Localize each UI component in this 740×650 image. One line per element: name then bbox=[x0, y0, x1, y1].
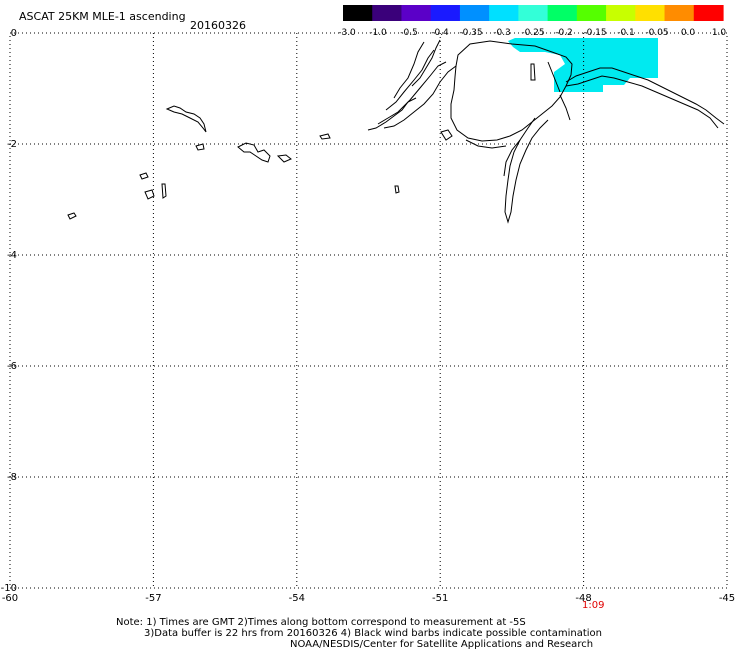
coastline-segment bbox=[565, 75, 719, 129]
note-line-1: Note: 1) Times are GMT 2)Times along bot… bbox=[116, 617, 526, 628]
colorbar-segment bbox=[401, 5, 432, 21]
product-title: ASCAT 25KM MLE-1 ascending bbox=[19, 10, 186, 23]
time-label: 1:09 bbox=[582, 600, 605, 611]
longitude-tick-label: -45 bbox=[719, 593, 735, 604]
coastline-segment bbox=[377, 61, 447, 125]
coastline bbox=[67, 39, 725, 224]
coastline-segment bbox=[411, 39, 441, 87]
graticule-grid bbox=[10, 32, 727, 588]
colorbar-tick-label: -0.25 bbox=[521, 28, 544, 38]
latitude-tick-label: -4 bbox=[7, 250, 17, 261]
colorbar-tick-label: -0.5 bbox=[400, 28, 418, 38]
coastline-segment bbox=[393, 41, 425, 99]
plot-frame bbox=[9, 32, 728, 589]
island bbox=[139, 172, 149, 180]
longitude-tick-label: -60 bbox=[2, 593, 18, 604]
colorbar: -3.0 -1.0 -0.5 -0.4 -0.35 -0.3 -0.25 -0.2 -0.15-… bbox=[338, 5, 726, 38]
colorbar-segment bbox=[606, 5, 636, 21]
product-date: 20160326 bbox=[190, 19, 246, 32]
colorbar-segment bbox=[635, 5, 666, 21]
colorbar-tick-label: -0.2 bbox=[555, 28, 573, 38]
longitude-tick-label: -48 bbox=[575, 593, 591, 604]
latitude-tick-label: -8 bbox=[7, 472, 17, 483]
colorbar-segment bbox=[693, 5, 724, 21]
coastline-segment bbox=[385, 49, 435, 111]
colorbar-segment bbox=[372, 5, 403, 21]
coastline-segment bbox=[547, 61, 561, 93]
colorbar-segment bbox=[576, 5, 607, 21]
colorbar-tick-label: 1.0 bbox=[712, 28, 727, 38]
colorbar-tick-label: 0.0 bbox=[681, 28, 696, 38]
colorbar-segment bbox=[459, 5, 490, 21]
latitude-tick-label: -2 bbox=[7, 139, 17, 150]
island bbox=[144, 189, 155, 200]
coastline-segment bbox=[383, 65, 457, 129]
longitude-tick-label: -57 bbox=[145, 593, 161, 604]
island bbox=[195, 143, 205, 151]
island bbox=[237, 142, 271, 163]
longitude-tick-label: -54 bbox=[289, 593, 305, 604]
colorbar-segment bbox=[547, 5, 578, 21]
island bbox=[440, 129, 453, 141]
coastline-segment bbox=[450, 40, 573, 142]
island bbox=[530, 63, 536, 81]
note-line-2: 3)Data buffer is 22 hrs from 20160326 4)… bbox=[144, 628, 602, 639]
coastline-segment bbox=[504, 117, 549, 224]
coastline-segment bbox=[465, 139, 507, 149]
island bbox=[319, 133, 331, 140]
latitude-tick-label: 0 bbox=[11, 28, 17, 39]
coastline-segment bbox=[559, 94, 571, 121]
coastline-segment bbox=[565, 67, 725, 125]
longitude-tick-label: -51 bbox=[432, 593, 448, 604]
island bbox=[394, 185, 400, 194]
latitude-tick-label: -10 bbox=[1, 583, 17, 594]
wind-swath bbox=[508, 38, 658, 92]
coastline-segment bbox=[367, 97, 417, 131]
colorbar-segment bbox=[664, 5, 695, 21]
colorbar-segment bbox=[430, 5, 461, 21]
colorbar-tick-label: -3.0 bbox=[338, 28, 356, 38]
colorbar-segment bbox=[343, 5, 373, 21]
island bbox=[67, 212, 77, 220]
island bbox=[165, 105, 207, 133]
map-axes: -60 -57 -54 -51 -48 -45 0 -2 -4 -6 -8 -10 bbox=[1, 28, 736, 604]
colorbar-segment bbox=[489, 5, 519, 21]
note-line-3: NOAA/NESDIS/Center for Satellite Applica… bbox=[290, 639, 594, 650]
island bbox=[276, 154, 292, 163]
swath-area bbox=[508, 38, 658, 92]
coastline-segment bbox=[503, 139, 521, 177]
colorbar-tick-label: -0.05 bbox=[645, 28, 668, 38]
colorbar-segment bbox=[518, 5, 549, 21]
island bbox=[161, 183, 167, 199]
latitude-tick-label: -6 bbox=[7, 361, 17, 372]
